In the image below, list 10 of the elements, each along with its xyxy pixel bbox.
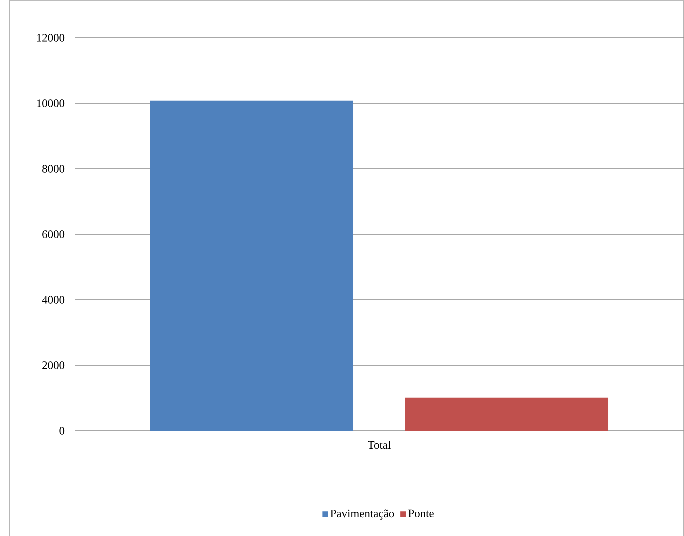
y-tick-label: 8000 — [42, 165, 65, 173]
y-tick-label: 4000 — [42, 296, 65, 304]
y-tick-label: 10000 — [37, 100, 65, 108]
y-tick-label: 0 — [60, 427, 65, 435]
legend-label: Pavimentação — [330, 510, 394, 520]
y-tick-label: 2000 — [42, 362, 65, 370]
x-tick-label: Total — [368, 440, 391, 450]
legend-label: Ponte — [408, 510, 434, 518]
y-tick-label: 12000 — [37, 34, 65, 42]
y-tick-label: 6000 — [42, 230, 65, 238]
